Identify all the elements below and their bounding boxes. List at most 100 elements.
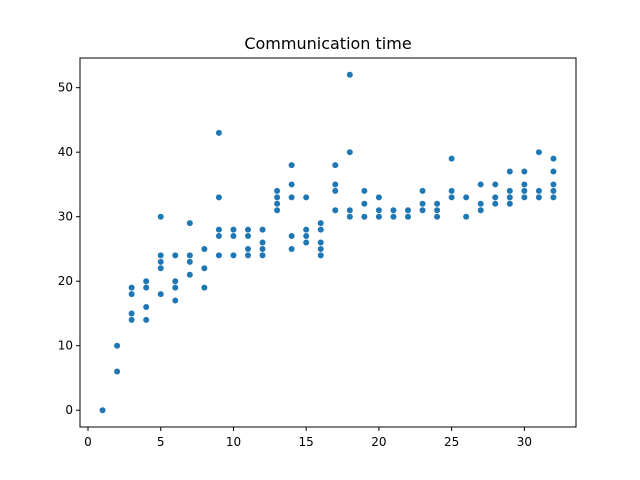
data-point [346, 213, 353, 220]
data-point [346, 71, 353, 78]
x-tick-label: 0 [84, 435, 92, 449]
data-point [143, 284, 150, 291]
y-tick-label: 30 [58, 210, 73, 224]
data-point [186, 271, 193, 278]
data-point [346, 149, 353, 156]
data-point [492, 194, 499, 201]
data-point [288, 162, 295, 169]
y-tick-label: 0 [65, 403, 73, 417]
data-point [230, 233, 237, 240]
data-point [303, 194, 310, 201]
data-point [114, 342, 121, 349]
data-point [535, 149, 542, 156]
data-point [317, 220, 324, 227]
data-point [448, 187, 455, 194]
data-point [143, 316, 150, 323]
data-point [317, 239, 324, 246]
data-point [157, 252, 164, 259]
data-point [419, 207, 426, 214]
data-point [201, 284, 208, 291]
data-point [375, 213, 382, 220]
data-point [346, 207, 353, 214]
data-point [550, 194, 557, 201]
x-tick-label: 15 [299, 435, 314, 449]
data-point [448, 155, 455, 162]
data-point [186, 252, 193, 259]
data-point [535, 187, 542, 194]
data-point [157, 291, 164, 298]
y-tick-label: 20 [58, 274, 73, 288]
data-point [274, 207, 281, 214]
data-point [521, 187, 528, 194]
chart-title: Communication time [244, 34, 411, 53]
data-point [492, 181, 499, 188]
data-point [303, 239, 310, 246]
data-point [521, 194, 528, 201]
data-point [506, 200, 513, 207]
data-point [463, 194, 470, 201]
data-point [521, 168, 528, 175]
x-axis-ticks: 0 5 10 15 20 25 30 [84, 427, 532, 449]
data-point [492, 200, 499, 207]
data-point [201, 265, 208, 272]
points-layer [99, 71, 557, 414]
data-point [361, 200, 368, 207]
data-point [405, 207, 411, 214]
data-point [172, 284, 179, 291]
data-point [114, 368, 121, 375]
data-point [128, 284, 135, 291]
y-tick-label: 10 [58, 339, 73, 353]
data-point [303, 226, 310, 233]
data-point [245, 245, 251, 252]
data-point [157, 213, 164, 220]
data-point [259, 226, 266, 233]
x-tick-label: 5 [157, 435, 165, 449]
data-point [550, 155, 557, 162]
data-point [274, 200, 281, 207]
data-point [332, 181, 339, 188]
data-point [550, 187, 557, 194]
data-point [288, 181, 295, 188]
data-point [477, 181, 484, 188]
data-point [186, 258, 193, 265]
data-point [477, 200, 484, 207]
data-point [172, 297, 179, 304]
data-point [317, 226, 324, 233]
y-tick-label: 50 [58, 81, 73, 95]
data-point [332, 162, 339, 169]
data-point [390, 207, 397, 214]
data-point [143, 278, 150, 285]
data-point [535, 194, 542, 201]
data-point [405, 213, 411, 220]
data-point [434, 200, 441, 207]
data-point [157, 258, 164, 265]
data-point [230, 252, 237, 259]
data-point [172, 252, 179, 259]
data-point [128, 316, 135, 323]
data-point [288, 245, 295, 252]
plot-area-frame [79, 57, 577, 428]
data-point [550, 181, 557, 188]
data-point [259, 239, 266, 246]
data-point [99, 407, 106, 414]
data-point [274, 187, 281, 194]
data-point [186, 220, 193, 227]
data-point [128, 291, 135, 298]
data-point [550, 168, 557, 175]
x-tick-label: 25 [444, 435, 459, 449]
data-point [274, 194, 281, 201]
data-point [448, 194, 455, 201]
data-point [434, 207, 441, 214]
data-point [215, 129, 222, 136]
data-point [215, 252, 222, 259]
data-point [506, 194, 513, 201]
data-point [172, 278, 179, 285]
data-point [332, 187, 339, 194]
data-point [506, 187, 513, 194]
data-point [245, 233, 251, 240]
data-point [463, 213, 470, 220]
data-point [506, 168, 513, 175]
x-tick-label: 10 [226, 435, 241, 449]
data-point [419, 187, 426, 194]
data-point [332, 207, 339, 214]
